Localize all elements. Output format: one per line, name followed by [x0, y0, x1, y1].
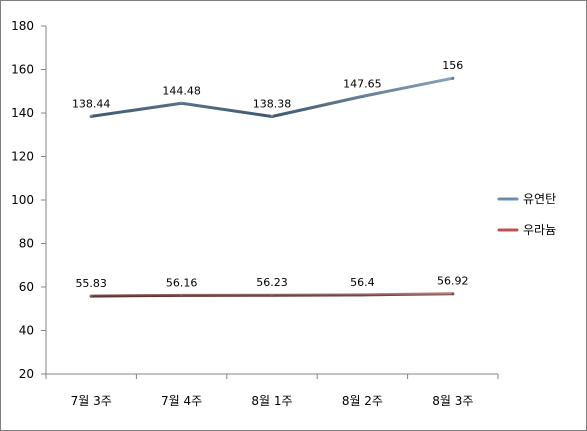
series-layer: [89, 76, 455, 298]
data-point: [451, 76, 455, 80]
data-label: 147.65: [343, 77, 382, 90]
data-point: [270, 293, 274, 297]
y-tick-label: 100: [11, 193, 34, 207]
x-tick-label: 7월 4주: [161, 394, 202, 408]
data-label: 144.48: [162, 84, 201, 97]
data-point: [180, 101, 184, 105]
y-tick-label: 40: [19, 324, 34, 338]
data-label: 138.38: [253, 98, 292, 111]
axes: 20 40 60 80 100 120 140 160 180 7월 3주 7월 4주 8월 1주 8월…: [11, 19, 499, 408]
x-tick-label: 8월 3주: [432, 394, 473, 408]
x-tick-label: 8월 2주: [342, 394, 383, 408]
data-label: 56.16: [166, 276, 198, 289]
x-tick-label: 8월 1주: [251, 394, 292, 408]
y-tick-label: 160: [11, 63, 34, 77]
data-point: [360, 293, 364, 297]
data-point: [270, 115, 274, 119]
data-label: 56.92: [437, 275, 469, 288]
y-tick-label: 60: [19, 280, 34, 294]
data-label: 56.4: [350, 276, 375, 289]
y-tick-label: 20: [19, 367, 34, 381]
data-label: 55.83: [75, 277, 107, 290]
data-point: [180, 293, 184, 297]
data-labels: 138.44 144.48 138.38 147.65 156 55.83 56.16 56.…: [72, 59, 469, 290]
data-point: [89, 114, 93, 118]
data-label: 138.44: [72, 97, 111, 110]
data-point: [89, 294, 93, 298]
data-label: 56.23: [256, 276, 288, 289]
legend-label: 유연탄: [523, 192, 556, 206]
y-tick-label: 120: [11, 150, 34, 164]
y-tick-label: 180: [11, 19, 34, 33]
data-point: [451, 292, 455, 296]
data-point: [360, 94, 364, 98]
data-label: 156: [442, 59, 463, 72]
y-tick-label: 140: [11, 106, 34, 120]
y-tick-label: 80: [19, 237, 34, 251]
legend-label: 우라늄: [523, 223, 556, 237]
x-tick-label: 7월 3주: [71, 394, 112, 408]
